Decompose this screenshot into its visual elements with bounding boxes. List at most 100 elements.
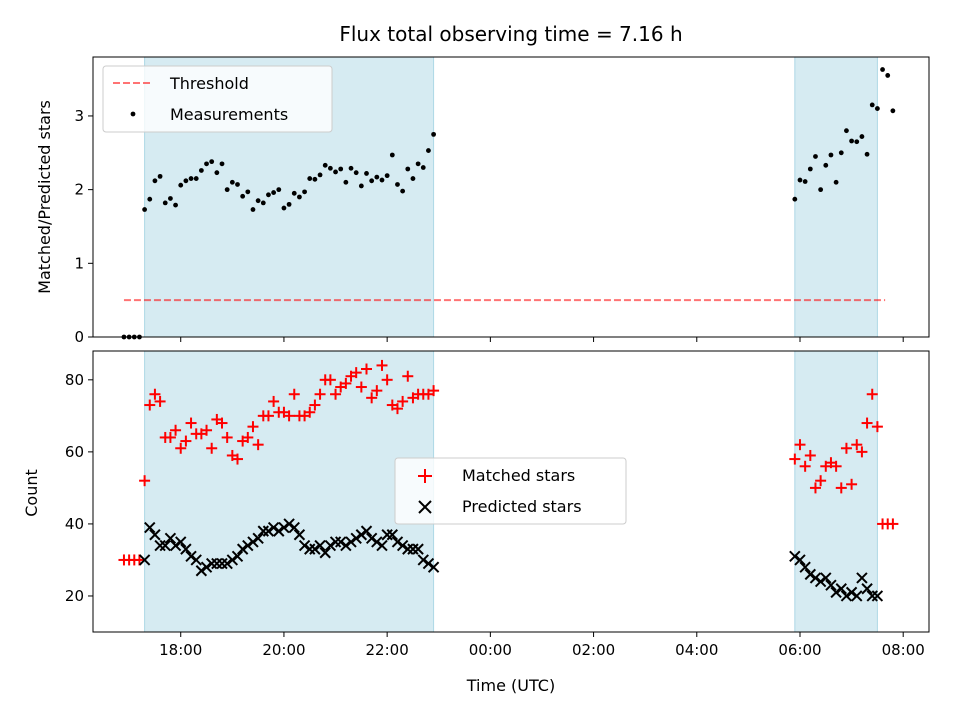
measurement-point <box>168 196 173 201</box>
legend-matched-swatch <box>418 469 432 483</box>
measurement-point <box>849 138 854 144</box>
matched-star-point <box>887 518 899 530</box>
measurement-point <box>885 73 891 78</box>
x-tick-label: 02:00 <box>572 641 615 659</box>
predicted-star-point <box>175 536 187 548</box>
measurement-point <box>214 170 220 176</box>
legend-box-top <box>102 65 333 133</box>
predicted-star-point <box>871 590 884 602</box>
measurement-point <box>833 179 839 185</box>
measurement-point <box>276 187 282 193</box>
measurement-point <box>147 196 153 202</box>
predicted-star-point <box>298 539 311 552</box>
x-tick-label: 00:00 <box>469 641 512 659</box>
matched-star-point <box>216 417 228 429</box>
measurement-point <box>240 193 246 199</box>
y-tick-label: 40 <box>65 515 84 533</box>
predicted-star-point <box>144 521 156 534</box>
measurement-point <box>379 177 385 183</box>
predicted-star-point <box>371 536 383 548</box>
measurement-point <box>844 128 849 134</box>
y-tick-label: 20 <box>65 587 84 605</box>
measurement-point <box>188 176 194 181</box>
predicted-star-point <box>324 539 337 552</box>
predicted-star-point <box>283 518 295 530</box>
measurement-point <box>255 198 261 204</box>
matched-star-point <box>355 381 367 393</box>
matched-star-point <box>866 388 878 400</box>
matched-star-point <box>144 399 156 411</box>
matched-star-point <box>288 388 300 400</box>
predicted-star-point <box>376 539 388 552</box>
measurement-point <box>266 192 271 198</box>
y-tick-label: 80 <box>65 371 84 389</box>
predicted-star-point <box>242 539 254 552</box>
legend-measurement-label: Measurements <box>170 105 288 124</box>
measurement-point <box>193 176 199 181</box>
legend-matched-label: Matched stars <box>462 466 575 485</box>
measurement-point <box>389 152 395 158</box>
measurement-point <box>869 102 875 108</box>
predicted-star-point <box>861 583 873 595</box>
matched-star-point <box>428 385 440 397</box>
measurement-point <box>286 201 292 207</box>
measurement-point <box>880 67 885 72</box>
predicted-star-point <box>340 539 352 552</box>
measurement-point <box>162 200 168 206</box>
predicted-star-point <box>169 539 182 552</box>
measurement-point <box>410 176 416 181</box>
y-axis-top: 0 1 2 3 <box>74 107 93 346</box>
predicted-star-point <box>278 521 290 534</box>
matched-star-point <box>381 374 393 386</box>
y-tick-label: 2 <box>74 181 84 199</box>
matched-star-point <box>371 385 383 397</box>
predicted-star-point <box>845 586 858 599</box>
predicted-star-point <box>360 525 373 537</box>
measurement-point <box>291 190 297 196</box>
matched-star-point <box>206 442 218 454</box>
predicted-star-point <box>417 554 429 566</box>
y-tick-label: 60 <box>65 443 84 461</box>
measurement-point <box>312 176 318 182</box>
predicted-star-point <box>288 521 300 534</box>
legend-measurement-swatch <box>130 111 136 117</box>
measurement-point <box>384 173 390 179</box>
measurement-point <box>260 200 266 206</box>
matched-star-point <box>185 417 197 429</box>
predicted-star-point <box>226 554 239 566</box>
predicted-star-point <box>252 532 264 545</box>
matched-star-point <box>846 478 858 490</box>
measurement-point <box>307 176 313 181</box>
measurement-point <box>813 154 818 159</box>
matched-star-point <box>262 410 274 422</box>
y-axis-bottom: 20 40 60 80 <box>65 371 93 605</box>
measurement-point <box>828 152 834 158</box>
measurement-point <box>792 196 798 202</box>
measurement-point <box>807 166 813 172</box>
matched-star-point <box>350 367 362 379</box>
predicted-star-point <box>216 557 228 570</box>
measurement-point <box>152 178 158 184</box>
predicted-star-point <box>355 529 368 541</box>
legend-box-bottom <box>394 457 627 525</box>
measurement-point <box>415 161 421 167</box>
predicted-star-point <box>350 532 362 545</box>
legend-bottom: Matched stars Predicted stars <box>394 457 627 525</box>
predicted-star-point <box>236 543 249 555</box>
predicted-star-point <box>789 550 801 563</box>
predicted-star-point <box>365 532 378 545</box>
measurement-point <box>157 173 163 179</box>
predicted-star-point <box>267 521 280 534</box>
measurement-point <box>204 161 209 167</box>
plot-frame-bottom <box>92 350 930 633</box>
predicted-star-point <box>205 557 218 570</box>
matched-star-point <box>149 388 161 400</box>
measurement-point <box>327 165 333 171</box>
matched-star-point <box>361 363 373 375</box>
predicted-star-point <box>138 554 151 566</box>
matched-star-point <box>139 475 151 487</box>
measurement-point <box>219 161 225 167</box>
matched-star-point <box>242 431 254 443</box>
chart-title: Flux total observing time = 7.16 h <box>339 22 682 46</box>
